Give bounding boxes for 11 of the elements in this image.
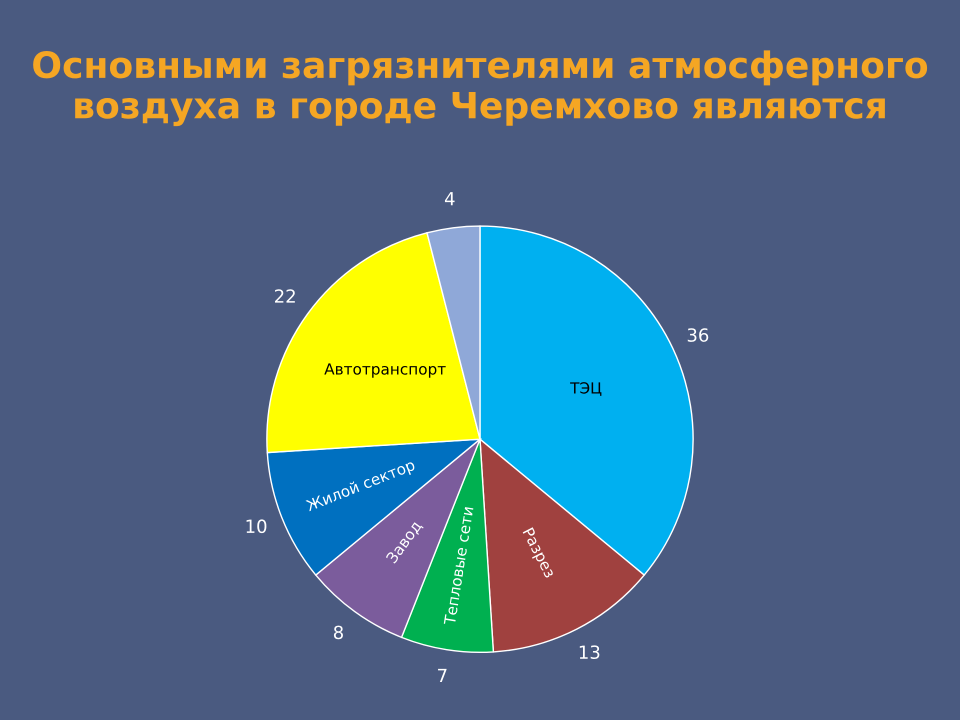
data-label: 13 <box>580 645 600 660</box>
data-label: 36 <box>688 328 708 342</box>
data-label: 10 <box>246 519 266 534</box>
data-label: 7 <box>438 668 447 682</box>
slice-label: Автотранспорт <box>324 363 446 378</box>
data-label: 4 <box>444 192 455 206</box>
slice-label: Тепловые сети <box>444 506 474 626</box>
slice-label: ТЭЦ <box>570 382 602 396</box>
data-label: 8 <box>334 626 343 640</box>
data-label: 22 <box>275 289 295 303</box>
chart-title: Основными загрязнителями атмосферного воздуха в городе Черемхово являются <box>33 50 928 126</box>
